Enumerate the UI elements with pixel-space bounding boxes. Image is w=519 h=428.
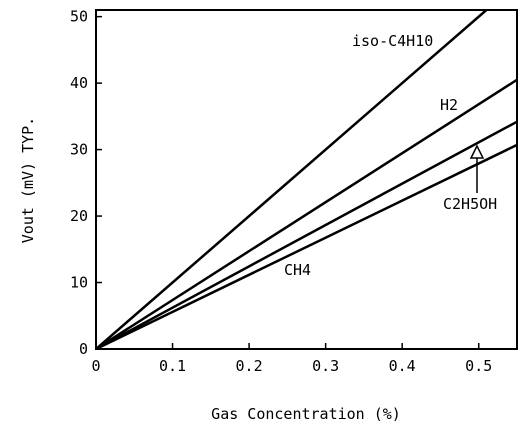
series-lines — [96, 10, 517, 349]
series-line-h2 — [96, 78, 517, 349]
y-axis-label: Vout (mV) TYP. — [19, 117, 37, 243]
series-label-iso-c4h10: iso-C4H10 — [352, 32, 433, 50]
y-tick-label: 50 — [70, 8, 88, 26]
x-tick-label: 0.4 — [389, 357, 416, 375]
plot-frame — [95, 9, 518, 350]
y-tick-label: 40 — [70, 74, 88, 92]
y-tick-label: 0 — [79, 340, 88, 358]
series-line-iso-c4h10 — [96, 10, 488, 349]
y-tick-label: 10 — [70, 274, 88, 292]
y-tick-label: 20 — [70, 207, 88, 225]
y-tick-label: 30 — [70, 141, 88, 159]
x-tick-label: 0 — [91, 357, 100, 375]
series-line-c2h5oh — [96, 120, 517, 349]
x-axis-label: Gas Concentration (%) — [211, 405, 401, 423]
y-axis-ticks: 0 10 20 30 40 50 — [70, 8, 102, 358]
x-tick-label: 0.2 — [236, 357, 263, 375]
series-label-ch4: CH4 — [284, 261, 311, 279]
c2h5oh-pointer-arrowhead — [469, 144, 485, 159]
series-label-h2: H2 — [440, 96, 458, 114]
series-labels: iso-C4H10 H2 C2H5OH CH4 — [284, 32, 497, 279]
series-line-ch4 — [96, 143, 517, 349]
plot-area — [95, 9, 518, 350]
x-tick-label: 0.5 — [465, 357, 492, 375]
x-axis-ticks: 0 0.1 0.2 0.3 0.4 0.5 — [91, 343, 492, 375]
x-tick-label: 0.3 — [312, 357, 339, 375]
x-tick-label: 0.1 — [159, 357, 186, 375]
series-label-c2h5oh: C2H5OH — [443, 195, 497, 213]
